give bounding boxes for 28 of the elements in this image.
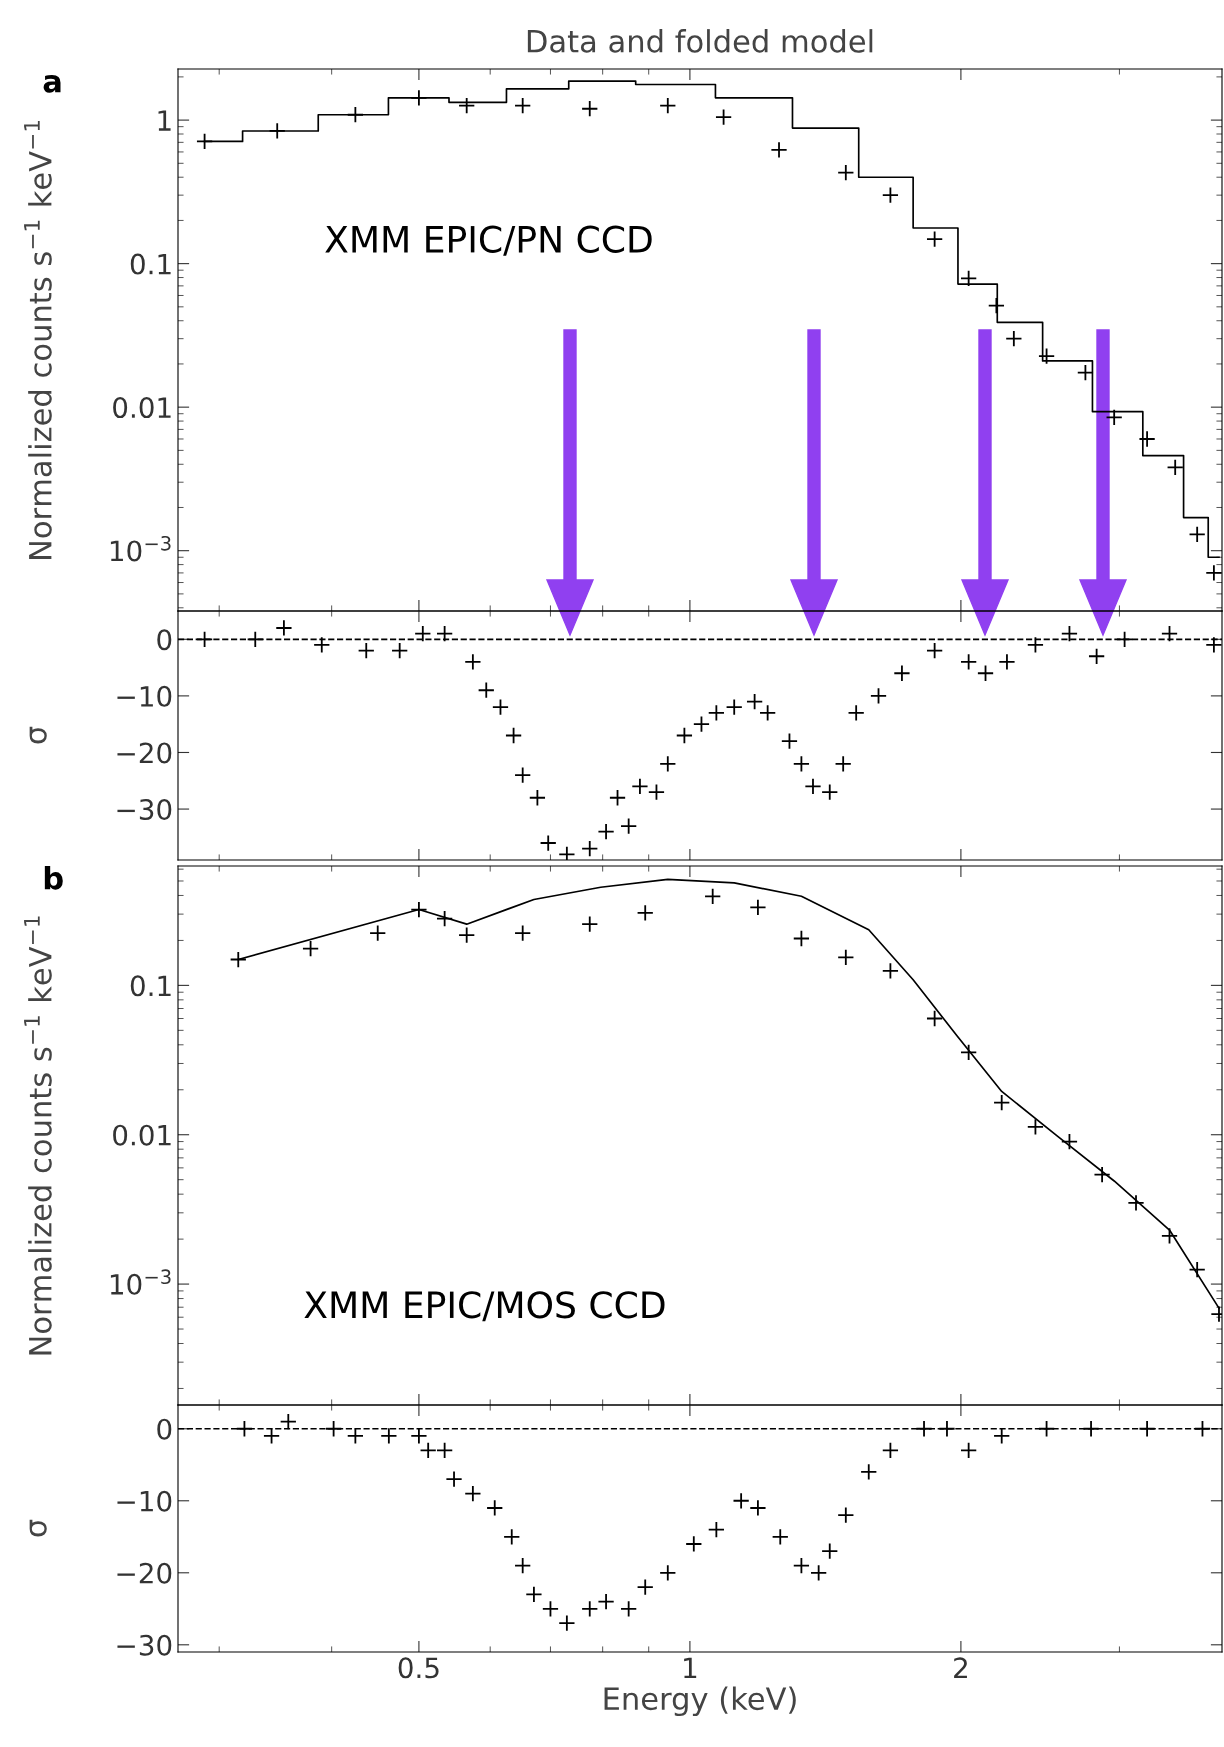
y-tick-label: −10	[117, 1490, 172, 1512]
y-axis-title: σ	[29, 726, 47, 744]
y-tick-label: 0.01	[113, 397, 171, 419]
text: a	[43, 75, 61, 93]
x-tick-label: 2	[954, 1657, 967, 1678]
y-tick-label: 0.1	[130, 975, 171, 997]
y-axis-title: Normalized counts s$^{−1}$ keV$^{−1}$	[24, 121, 52, 559]
y-tick-label: −30	[117, 1634, 172, 1656]
y-tick-label: −20	[117, 1562, 172, 1584]
annotation: XMM EPIC/MOS CCD	[304, 1291, 665, 1322]
y-tick-label: 10$^{−3}$	[110, 1269, 171, 1295]
y-tick-label: 10$^{−3}$	[110, 535, 171, 562]
annotation: XMM EPIC/PN CCD	[325, 225, 652, 256]
chart-title: Data and folded model	[527, 29, 873, 53]
x-tick-label: 1	[684, 1657, 697, 1678]
y-tick-label: −10	[117, 685, 172, 707]
y-tick-label: 0	[157, 629, 172, 651]
y-axis-title: σ	[29, 1519, 47, 1537]
x-tick-label: 0.5	[398, 1657, 439, 1679]
y-tick-label: 1	[158, 110, 171, 131]
y-tick-label: 0.1	[130, 253, 171, 275]
y-tick-label: −30	[117, 799, 172, 821]
x-axis-title: Energy (keV)	[604, 1686, 796, 1717]
y-tick-label: 0	[157, 1418, 172, 1440]
text: b	[44, 866, 63, 890]
y-axis-title: Normalized counts s$^{−1}$ keV$^{−1}$	[24, 916, 52, 1355]
y-tick-label: 0.01	[113, 1124, 171, 1146]
y-tick-label: −20	[117, 742, 172, 764]
